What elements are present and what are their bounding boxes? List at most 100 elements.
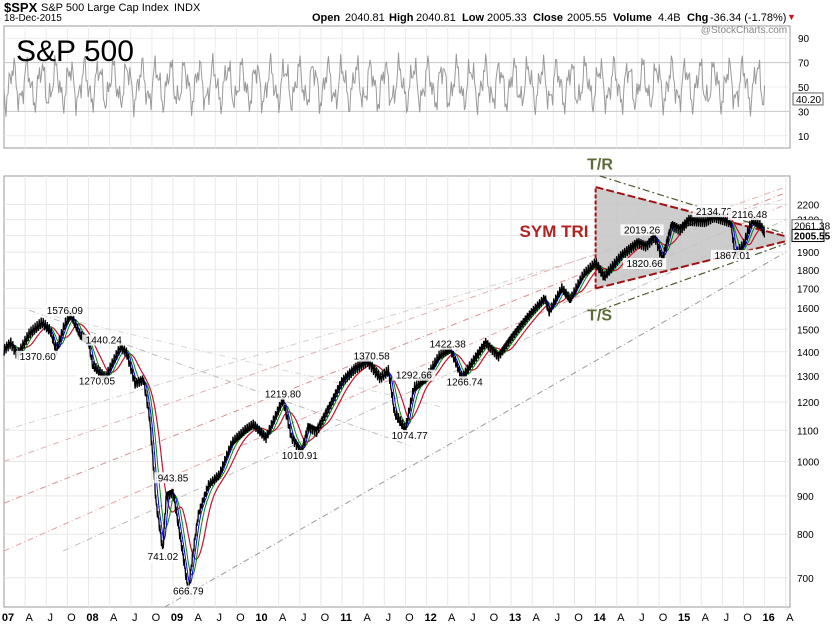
x-tick-label: A <box>25 612 33 624</box>
volume-value: 4.4B <box>658 12 681 24</box>
price-label-bg <box>620 224 664 236</box>
price-tick-label: 1400 <box>797 348 820 359</box>
price-label-bg <box>261 388 305 400</box>
x-tick-label: 16 <box>763 612 775 624</box>
price-label: 666.79 <box>173 587 204 598</box>
volume-label: Volume <box>613 12 652 24</box>
price-tick-label: 1100 <box>797 426 819 437</box>
open-label: Open <box>312 12 341 24</box>
price-label: 1820.66 <box>627 259 664 270</box>
last-price-label: 2005.55 <box>794 232 831 243</box>
x-tick-label: A <box>279 612 287 624</box>
price-label: 1370.58 <box>354 352 391 363</box>
trend-line <box>3 192 786 504</box>
price-label: 1266.74 <box>447 377 484 388</box>
low-label: Low <box>462 12 484 24</box>
rsi-last-box <box>792 92 824 106</box>
x-tick-label: O <box>67 612 76 624</box>
price-tick-label: 800 <box>797 530 814 541</box>
down-arrow-icon: ▼ <box>787 12 796 22</box>
price-label: 1576.09 <box>47 306 84 317</box>
price-tick-label: 700 <box>797 574 814 585</box>
x-tick-label: O <box>236 612 245 624</box>
x-tick-label: O <box>490 612 499 624</box>
price-label: 1292.66 <box>396 371 433 382</box>
price-label: 1440.24 <box>86 336 123 347</box>
x-tick-label: 09 <box>171 612 183 624</box>
price-label-bg <box>727 209 772 221</box>
high-value: 2040.81 <box>416 12 456 24</box>
trend-line <box>54 315 444 408</box>
x-tick-label: 12 <box>424 612 436 624</box>
price-label: 943.85 <box>158 473 189 484</box>
price-label-bg <box>75 375 119 387</box>
x-tick-label: O <box>152 612 161 624</box>
price-tick-label: 1700 <box>797 284 820 295</box>
x-tick-label: A <box>617 612 625 624</box>
chart-title: S&P 500 <box>16 35 134 68</box>
high-label: High <box>389 12 414 24</box>
price-label-bg <box>169 585 208 597</box>
price-label: 2116.48 <box>732 210 768 221</box>
price-label: 1422.38 <box>430 340 467 351</box>
price-label-bg <box>278 449 322 461</box>
x-tick-label: A <box>110 612 118 624</box>
price-tick-label: 2200 <box>797 200 820 211</box>
price-label: 2134.72 <box>696 207 733 218</box>
symbol-label: $SPX <box>4 0 38 15</box>
tr-line <box>599 175 786 235</box>
price-label: 2019.26 <box>624 225 661 236</box>
price-label: 1219.80 <box>265 390 302 401</box>
price-label: 741.02 <box>148 552 179 563</box>
x-tick-label: 15 <box>678 612 690 624</box>
x-tick-label: J <box>386 612 392 624</box>
x-tick-label: A <box>786 612 794 624</box>
x-tick-label: O <box>321 612 330 624</box>
trend-line <box>29 309 410 447</box>
price-label-bg <box>692 206 736 218</box>
x-tick-label: J <box>639 612 645 624</box>
x-tick-label: 13 <box>509 612 521 624</box>
x-tick-label: 14 <box>593 612 606 624</box>
price-label: 1370.60 <box>20 352 57 363</box>
stockcharts-watermark: @StockCharts.com <box>701 25 787 36</box>
open-value: 2040.81 <box>345 12 385 24</box>
x-tick-label: O <box>659 612 668 624</box>
rsi-tick-label: 70 <box>798 59 810 70</box>
annotation-symtri: SYM TRI <box>520 222 589 241</box>
price-label-bg <box>144 551 182 563</box>
price-tick-label: 1000 <box>797 457 820 468</box>
x-tick-label: J <box>555 612 561 624</box>
price-label-bg <box>443 376 487 388</box>
x-tick-label: A <box>194 612 202 624</box>
price-tick-label: 1900 <box>797 248 820 259</box>
x-tick-label: J <box>217 612 223 624</box>
rsi-tick-label: 10 <box>798 132 810 143</box>
x-tick-label: O <box>405 612 414 624</box>
x-tick-label: J <box>724 612 730 624</box>
ts-line <box>599 243 786 311</box>
rsi-tick-label: 30 <box>798 107 810 118</box>
exchange-label: INDX <box>174 2 201 14</box>
x-tick-label: J <box>48 612 54 624</box>
x-tick-label: J <box>132 612 138 624</box>
close-label: Close <box>533 12 563 24</box>
price-label-bg <box>623 258 667 270</box>
x-tick-label: O <box>574 612 583 624</box>
price-panel-frame <box>3 175 791 608</box>
price-tick-label: 1600 <box>797 304 820 315</box>
x-tick-label: A <box>533 612 541 624</box>
price-label-bg <box>426 338 470 350</box>
x-tick-label: A <box>702 612 710 624</box>
x-tick-label: J <box>470 612 476 624</box>
x-tick-label: A <box>364 612 372 624</box>
annotation-tr: T/R <box>587 156 613 173</box>
upper-value-label: 2061.38 <box>794 222 831 233</box>
x-tick-label: 07 <box>2 612 14 624</box>
price-label-bg <box>154 472 192 484</box>
trend-line <box>62 219 786 552</box>
close-value: 2005.55 <box>567 12 607 24</box>
index-name: S&P 500 Large Cap Index <box>41 2 169 14</box>
x-tick-label: 10 <box>255 612 267 624</box>
